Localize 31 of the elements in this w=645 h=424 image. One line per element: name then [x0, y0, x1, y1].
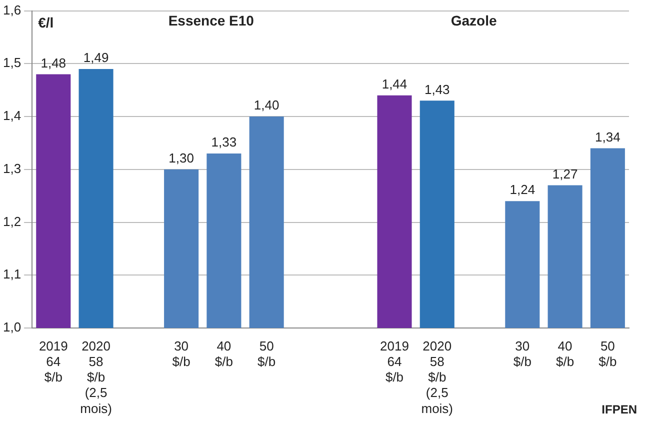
- data-label: 1,40: [254, 98, 280, 113]
- x-tick-label: 30 $/b: [172, 338, 190, 369]
- data-label: 1,34: [595, 129, 620, 144]
- x-tick-label: 50 $/b: [598, 338, 617, 369]
- y-axis-title: €/l: [38, 14, 54, 31]
- y-tick-label: 1,3: [2, 160, 22, 176]
- data-label: 1,33: [211, 134, 237, 150]
- x-tick-label: 40 $/b: [556, 338, 574, 369]
- y-tick-label: 1,5: [2, 55, 22, 70]
- y-tick-label: 1,6: [2, 2, 22, 18]
- x-tick-label: 40 $/b: [214, 338, 233, 369]
- data-label: 1,27: [552, 166, 578, 182]
- annotation: Gazole: [450, 12, 497, 29]
- data-label: 1,49: [83, 50, 109, 66]
- x-tick-label: 2019 64 $/b: [380, 338, 409, 385]
- data-label: 1,24: [510, 182, 536, 198]
- y-tick-label: 1,4: [2, 108, 22, 124]
- data-label: 1,44: [382, 76, 408, 92]
- y-tick-label: 1,2: [2, 214, 22, 229]
- x-tick-label: 2020 58 $/b (2,5 mois): [80, 338, 112, 416]
- annotation: Essence E10: [168, 12, 254, 29]
- y-tick-label: 1,0: [2, 320, 22, 335]
- x-tick-label: 2019 64 $/b: [38, 338, 68, 385]
- data-label: 1,48: [40, 55, 66, 70]
- text: IFPEN: [602, 402, 637, 416]
- x-tick-label: 2020 58 $/b (2,5 mois): [421, 338, 454, 416]
- y-tick-label: 1,1: [2, 266, 22, 282]
- data-label: 1,43: [424, 82, 450, 97]
- data-label: 1,30: [168, 150, 194, 166]
- x-tick-label: 30 $/b: [513, 338, 532, 369]
- x-tick-label: 50 $/b: [258, 338, 276, 369]
